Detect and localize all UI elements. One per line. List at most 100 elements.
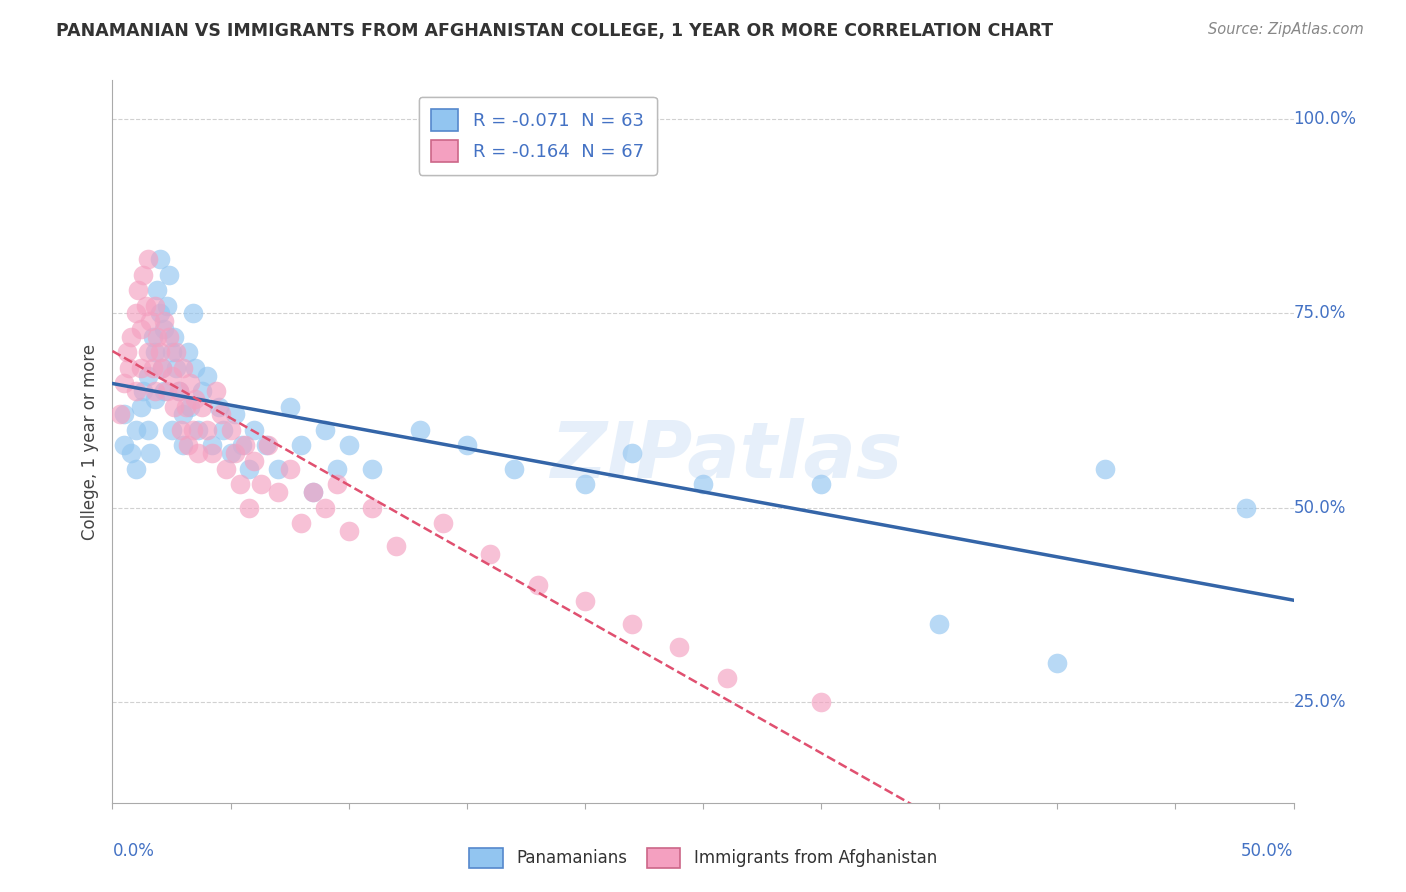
Point <box>172 408 194 422</box>
Point <box>326 477 349 491</box>
Point <box>243 454 266 468</box>
Point <box>112 438 135 452</box>
Point <box>267 461 290 475</box>
Point <box>195 423 218 437</box>
Point <box>302 485 325 500</box>
Point <box>170 423 193 437</box>
Point <box>153 384 176 398</box>
Point <box>215 461 238 475</box>
Point <box>129 400 152 414</box>
Point <box>136 252 159 266</box>
Text: 50.0%: 50.0% <box>1241 842 1294 860</box>
Point <box>136 423 159 437</box>
Point <box>184 360 207 375</box>
Point <box>160 345 183 359</box>
Point <box>181 423 204 437</box>
Point <box>143 299 166 313</box>
Point <box>156 299 179 313</box>
Point <box>129 360 152 375</box>
Point <box>302 485 325 500</box>
Point <box>201 446 224 460</box>
Point <box>125 461 148 475</box>
Point <box>142 329 165 343</box>
Point <box>195 368 218 383</box>
Point <box>326 461 349 475</box>
Text: 25.0%: 25.0% <box>1294 693 1346 711</box>
Point <box>143 392 166 406</box>
Point <box>692 477 714 491</box>
Point <box>257 438 280 452</box>
Point <box>238 500 260 515</box>
Point <box>132 268 155 282</box>
Point <box>112 376 135 391</box>
Point <box>574 477 596 491</box>
Point <box>143 345 166 359</box>
Point <box>120 446 142 460</box>
Point <box>361 500 384 515</box>
Text: 75.0%: 75.0% <box>1294 304 1346 322</box>
Point <box>337 524 360 538</box>
Point <box>172 438 194 452</box>
Point <box>132 384 155 398</box>
Point <box>1046 656 1069 670</box>
Text: ZIPatlas: ZIPatlas <box>551 418 903 494</box>
Point <box>314 423 336 437</box>
Point <box>191 384 214 398</box>
Point <box>179 400 201 414</box>
Point <box>290 438 312 452</box>
Point <box>160 423 183 437</box>
Point <box>1234 500 1257 515</box>
Point <box>233 438 256 452</box>
Legend: Panamanians, Immigrants from Afghanistan: Panamanians, Immigrants from Afghanistan <box>463 841 943 875</box>
Point <box>153 314 176 328</box>
Text: 100.0%: 100.0% <box>1294 110 1357 128</box>
Point <box>149 252 172 266</box>
Point <box>157 268 180 282</box>
Point <box>181 306 204 320</box>
Point <box>142 360 165 375</box>
Point <box>201 438 224 452</box>
Point <box>125 384 148 398</box>
Point <box>174 400 197 414</box>
Point <box>172 360 194 375</box>
Point <box>177 345 200 359</box>
Point <box>231 438 253 452</box>
Point <box>160 368 183 383</box>
Point <box>177 438 200 452</box>
Point <box>125 306 148 320</box>
Point <box>219 446 242 460</box>
Point <box>184 392 207 406</box>
Point <box>254 438 277 452</box>
Point <box>314 500 336 515</box>
Point <box>163 329 186 343</box>
Point <box>112 408 135 422</box>
Point <box>208 400 231 414</box>
Point <box>205 384 228 398</box>
Point <box>574 594 596 608</box>
Point <box>179 376 201 391</box>
Y-axis label: College, 1 year or more: College, 1 year or more <box>80 343 98 540</box>
Point <box>167 384 190 398</box>
Point <box>224 446 246 460</box>
Point <box>146 283 169 297</box>
Point <box>385 540 408 554</box>
Point <box>337 438 360 452</box>
Text: Source: ZipAtlas.com: Source: ZipAtlas.com <box>1208 22 1364 37</box>
Point <box>108 408 131 422</box>
Point <box>153 322 176 336</box>
Point <box>139 446 162 460</box>
Point <box>191 400 214 414</box>
Point <box>146 329 169 343</box>
Point <box>278 461 301 475</box>
Point <box>224 408 246 422</box>
Point <box>1094 461 1116 475</box>
Point <box>928 617 950 632</box>
Point <box>250 477 273 491</box>
Point <box>118 360 141 375</box>
Legend: R = -0.071  N = 63, R = -0.164  N = 67: R = -0.071 N = 63, R = -0.164 N = 67 <box>419 96 657 175</box>
Point <box>810 477 832 491</box>
Point <box>503 461 526 475</box>
Point <box>621 617 644 632</box>
Point <box>129 322 152 336</box>
Point <box>149 345 172 359</box>
